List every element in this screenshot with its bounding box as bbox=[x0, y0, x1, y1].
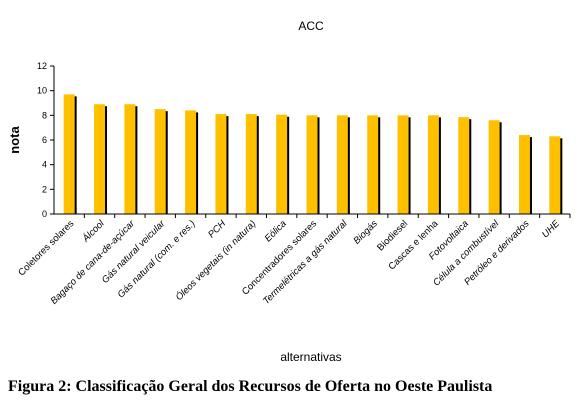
bar bbox=[185, 110, 197, 214]
x-axis-label: alternativas bbox=[280, 350, 341, 364]
bar bbox=[336, 115, 348, 214]
bar bbox=[367, 115, 379, 214]
y-tick-label: 0 bbox=[42, 209, 47, 219]
y-axis-ticks: 0 2 4 6 8 10 12 bbox=[37, 61, 54, 219]
x-tick-label: UHE bbox=[540, 218, 562, 240]
x-tick-label: PCH bbox=[206, 218, 228, 240]
bar bbox=[63, 94, 75, 214]
bar bbox=[488, 120, 500, 214]
bar bbox=[276, 114, 288, 214]
bar bbox=[245, 114, 257, 214]
y-tick-label: 10 bbox=[37, 86, 47, 96]
bar bbox=[458, 117, 470, 214]
chart-title: ACC bbox=[298, 19, 324, 33]
bar bbox=[397, 115, 409, 214]
bar bbox=[215, 114, 227, 214]
y-tick-label: 6 bbox=[42, 135, 47, 145]
bar-chart: ACC nota alternativas 0 2 4 6 8 10 12 Coletore… bbox=[7, 19, 571, 364]
bar bbox=[518, 135, 530, 214]
bar bbox=[427, 115, 439, 214]
bar bbox=[124, 104, 136, 214]
bars bbox=[63, 94, 563, 214]
bar bbox=[306, 115, 318, 214]
bar bbox=[94, 104, 106, 214]
y-tick-label: 4 bbox=[42, 160, 47, 170]
x-tick-label: Coletores solares bbox=[16, 218, 76, 278]
y-axis-label: nota bbox=[7, 126, 22, 154]
bar bbox=[154, 109, 166, 214]
y-tick-label: 12 bbox=[37, 61, 47, 71]
y-tick-label: 2 bbox=[42, 184, 47, 194]
figure-caption: Figura 2: Classificação Geral dos Recurs… bbox=[8, 378, 493, 395]
y-tick-label: 8 bbox=[42, 110, 47, 120]
x-tick-label: Biogás bbox=[351, 218, 379, 246]
bar bbox=[549, 136, 561, 214]
x-tick-label: Álcool bbox=[80, 218, 107, 245]
x-tick-label: Eólica bbox=[263, 218, 289, 244]
